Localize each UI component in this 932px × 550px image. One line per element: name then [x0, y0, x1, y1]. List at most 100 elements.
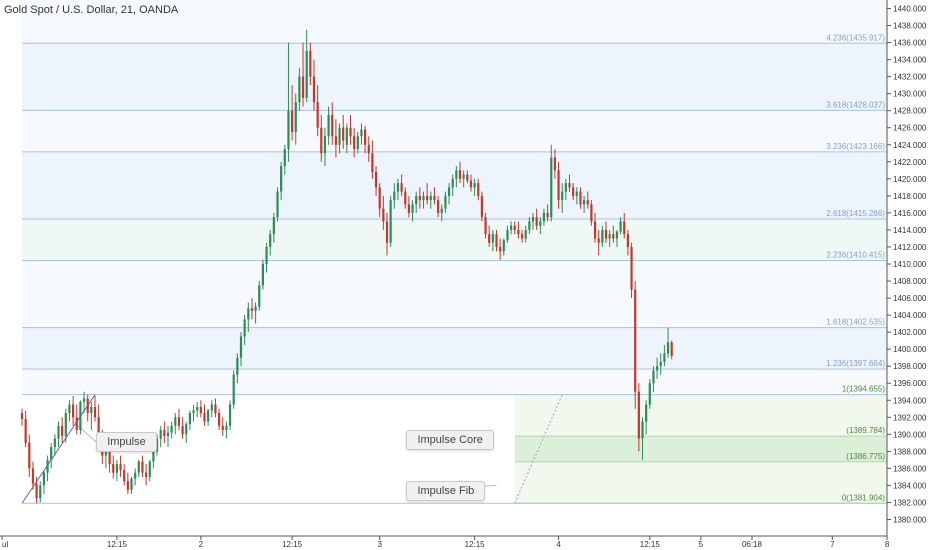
price-tick-label: 1428.000 [893, 107, 927, 116]
candle-body [145, 472, 148, 477]
candle-body [75, 417, 78, 431]
candle-body [520, 234, 524, 239]
candle-body [374, 172, 378, 188]
time-tick-label: 06:18 [742, 540, 763, 549]
candle-body [389, 200, 392, 243]
candle-body [174, 417, 177, 426]
candle-body [557, 170, 560, 201]
candle-body [378, 187, 381, 209]
candle-body [404, 191, 407, 205]
candle-body [309, 51, 312, 77]
candle-body [104, 451, 108, 456]
price-tick-label: 1408.000 [893, 277, 927, 286]
candle-body [473, 183, 476, 188]
candle-body [371, 153, 374, 173]
candle-body [575, 191, 578, 196]
time-tick-label: 7 [830, 540, 835, 549]
candle-body [462, 174, 465, 179]
candle-body [604, 229, 608, 239]
candle-body [210, 404, 213, 411]
candle-body [630, 246, 633, 290]
candle-body [499, 246, 502, 252]
candle-body [535, 217, 538, 226]
fib-level-label: 3.236(1423.166) [826, 142, 885, 151]
candle-body [323, 136, 327, 154]
fib-level-label: 2.618(1415.286) [826, 209, 885, 218]
candle-body [123, 470, 126, 482]
price-tick-label: 1390.000 [893, 430, 927, 439]
candle-body [312, 76, 316, 103]
price-tick-label: 1418.000 [893, 192, 927, 201]
price-tick-label: 1400.000 [893, 345, 927, 354]
price-tick-label: 1438.000 [893, 22, 927, 31]
candle-body [327, 114, 330, 137]
candle-body [57, 425, 60, 439]
candle-body [334, 136, 337, 145]
candle-body [338, 127, 341, 145]
time-tick-label: 4 [556, 540, 561, 549]
candle-body [444, 195, 447, 209]
candle-body [637, 391, 640, 439]
impulse-callout[interactable]: Impulse [96, 431, 157, 452]
time-tick-label: 2 [199, 540, 204, 549]
fib-level-label: 2.236(1410.415) [826, 250, 885, 259]
candle-body [192, 410, 195, 414]
candle-body [572, 187, 575, 196]
candle-body [269, 234, 272, 247]
candle-body [480, 195, 483, 218]
candle-body [148, 461, 151, 477]
candle-body [415, 195, 418, 205]
candle-body [455, 170, 458, 179]
candle-body [553, 157, 556, 171]
candle-body [291, 110, 294, 132]
candles [20, 29, 673, 504]
candle-body [663, 353, 666, 362]
candle-body [301, 76, 305, 98]
price-tick-label: 1406.000 [893, 294, 927, 303]
candle-body [254, 306, 257, 311]
fib-zone [22, 369, 887, 395]
candle-body [656, 366, 659, 371]
candle-body [185, 424, 188, 435]
candle-body [53, 438, 56, 448]
candle-body [272, 217, 275, 235]
candle-body [68, 404, 71, 414]
fib-level-label: 1.618(1402.535) [826, 318, 885, 327]
time-tick-label: 12:15 [282, 540, 303, 549]
price-tick-label: 1424.000 [893, 141, 927, 150]
fib-zone [22, 151, 887, 219]
candle-body [579, 191, 582, 205]
candle-body [112, 464, 115, 473]
impulse-fib-callout[interactable]: Impulse Fib [406, 481, 486, 502]
candle-body [345, 127, 348, 145]
candle-body [418, 195, 421, 201]
candle-body [39, 485, 42, 499]
candle-body [451, 178, 454, 188]
candle-body [82, 398, 86, 402]
impulse-trend-line [21, 394, 96, 504]
candle-body [626, 234, 629, 247]
candle-body [28, 442, 31, 469]
candle-body [506, 229, 509, 241]
candle-body [458, 170, 462, 179]
fib-zone [22, 110, 887, 152]
candle-body [645, 404, 648, 422]
price-tick-label: 1440.000 [893, 5, 927, 14]
box-level-label: 1(1394.655) [842, 385, 885, 394]
candle-body [258, 285, 261, 307]
candle-body [440, 208, 443, 213]
price-tick-label: 1426.000 [893, 124, 927, 133]
box-level-label: (1386.775) [846, 452, 885, 461]
candle-body [243, 319, 246, 337]
price-tick-label: 1432.000 [893, 73, 927, 82]
price-tick-label: 1436.000 [893, 39, 927, 48]
impulse-core-callout[interactable]: Impulse Core [406, 430, 494, 451]
fib-level-labels: 4.236(1435.917) 3.618(1428.037) 3.236(1423… [826, 33, 885, 502]
price-axis-bg [887, 0, 932, 550]
candle-body [199, 407, 202, 414]
price-tick-label: 1420.000 [893, 175, 927, 184]
candle-body [396, 183, 400, 192]
candle-body [670, 342, 673, 356]
candle-body [393, 191, 396, 201]
candle-body [477, 183, 480, 196]
